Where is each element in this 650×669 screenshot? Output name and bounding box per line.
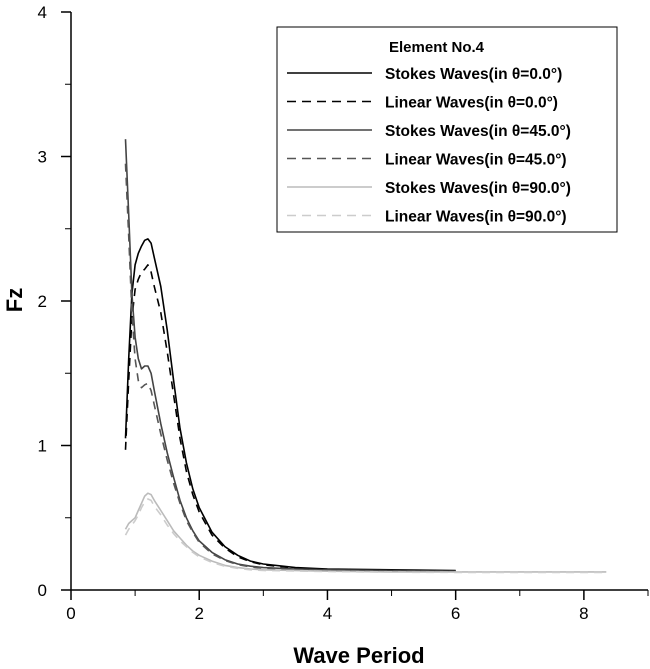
y-axis-title: Fz bbox=[2, 288, 27, 312]
legend-label-3: Stokes Waves(in θ=45.0°) bbox=[385, 123, 571, 140]
y-tick-label: 2 bbox=[38, 292, 47, 311]
series-line-4 bbox=[124, 163, 456, 573]
x-tick-label: 4 bbox=[323, 604, 332, 623]
legend-label-2: Linear Waves(in θ=0.0°) bbox=[385, 95, 558, 112]
y-tick-label: 0 bbox=[38, 581, 47, 600]
legend-label-6: Linear Waves(in θ=90.0°) bbox=[385, 209, 567, 226]
y-tick-label: 4 bbox=[38, 3, 47, 22]
ticks: 0 2 4 6 8 0 1 2 3 4 bbox=[38, 3, 649, 623]
y-tick-label: 1 bbox=[38, 437, 47, 456]
series-line-2 bbox=[124, 264, 456, 572]
x-tick-label: 8 bbox=[579, 604, 588, 623]
x-tick-label: 0 bbox=[66, 604, 75, 623]
legend-title: Element No.4 bbox=[389, 39, 485, 56]
x-tick-label: 2 bbox=[194, 604, 203, 623]
x-axis-title: Wave Period bbox=[293, 643, 424, 668]
series-line-6 bbox=[124, 498, 607, 574]
series-layer bbox=[124, 139, 607, 574]
legend: Element No.4 Stokes Waves(in θ=0.0°) Line… bbox=[276, 26, 618, 233]
legend-label-4: Linear Waves(in θ=45.0°) bbox=[385, 152, 567, 169]
y-tick-label: 3 bbox=[38, 148, 47, 167]
legend-label-1: Stokes Waves(in θ=0.0°) bbox=[385, 66, 562, 83]
x-tick-label: 6 bbox=[451, 604, 460, 623]
legend-entries: Stokes Waves(in θ=0.0°) Linear Waves(in θ… bbox=[287, 66, 571, 226]
series-line-1 bbox=[124, 238, 456, 572]
legend-label-5: Stokes Waves(in θ=90.0°) bbox=[385, 180, 571, 197]
